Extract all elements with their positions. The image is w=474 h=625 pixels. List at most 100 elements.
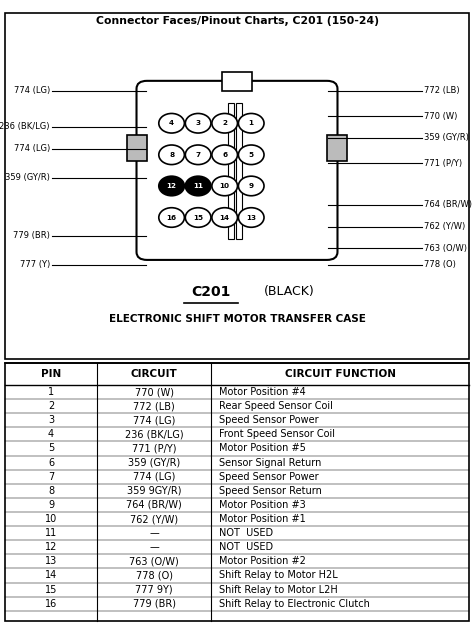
Text: 3: 3 [196, 120, 201, 126]
Text: —: — [149, 528, 159, 538]
Circle shape [212, 145, 237, 164]
Text: Shift Relay to Electronic Clutch: Shift Relay to Electronic Clutch [219, 599, 370, 609]
Text: 12: 12 [166, 183, 177, 189]
Text: 3: 3 [48, 415, 54, 425]
Text: 774 (LG): 774 (LG) [14, 86, 50, 95]
Text: Shift Relay to Motor L2H: Shift Relay to Motor L2H [219, 584, 338, 594]
Text: 14: 14 [45, 571, 57, 581]
Text: Shift Relay to Motor H2L: Shift Relay to Motor H2L [219, 571, 338, 581]
Text: 778 (O): 778 (O) [424, 260, 456, 269]
Text: 2: 2 [48, 401, 54, 411]
Text: 359 (GY/R): 359 (GY/R) [5, 173, 50, 182]
Text: 779 (BR): 779 (BR) [13, 231, 50, 240]
Circle shape [212, 176, 237, 196]
Text: Speed Sensor Power: Speed Sensor Power [219, 472, 319, 482]
Text: 236 (BK/LG): 236 (BK/LG) [0, 122, 50, 131]
Circle shape [159, 176, 184, 196]
Text: 5: 5 [249, 152, 254, 158]
Text: 762 (Y/W): 762 (Y/W) [424, 222, 465, 231]
Text: CIRCUIT: CIRCUIT [131, 369, 177, 379]
Text: Motor Position #4: Motor Position #4 [219, 387, 306, 397]
Circle shape [185, 176, 211, 196]
Circle shape [238, 208, 264, 227]
Text: 359 9GY/R): 359 9GY/R) [127, 486, 181, 496]
Text: 5: 5 [48, 444, 54, 454]
Text: 7: 7 [48, 472, 54, 482]
Text: Connector Faces/Pinout Charts, C201 (150-24): Connector Faces/Pinout Charts, C201 (150… [95, 16, 379, 26]
Circle shape [185, 145, 211, 164]
Text: 12: 12 [45, 542, 57, 552]
Text: 15: 15 [45, 584, 57, 594]
Text: 764 (BR/W): 764 (BR/W) [424, 200, 472, 209]
Text: 778 (O): 778 (O) [136, 571, 173, 581]
Text: 771 (P/Y): 771 (P/Y) [132, 444, 176, 454]
Text: NOT  USED: NOT USED [219, 542, 273, 552]
Text: 10: 10 [219, 183, 230, 189]
Bar [228, 102, 234, 239]
Text: 774 (LG): 774 (LG) [14, 144, 50, 153]
Text: (BLACK): (BLACK) [264, 285, 315, 298]
Text: 764 (BR/W): 764 (BR/W) [126, 500, 182, 510]
FancyBboxPatch shape [5, 363, 469, 621]
Text: 777 (Y): 777 (Y) [19, 260, 50, 269]
Text: 774 (LG): 774 (LG) [133, 472, 175, 482]
Text: Speed Sensor Power: Speed Sensor Power [219, 415, 319, 425]
Text: 4: 4 [169, 120, 174, 126]
Text: Motor Position #5: Motor Position #5 [219, 444, 306, 454]
Circle shape [238, 145, 264, 164]
Text: 359 (GY/R): 359 (GY/R) [424, 133, 469, 142]
Circle shape [159, 145, 184, 164]
FancyBboxPatch shape [5, 12, 469, 359]
Text: 10: 10 [45, 514, 57, 524]
Text: ELECTRONIC SHIFT MOTOR TRANSFER CASE: ELECTRONIC SHIFT MOTOR TRANSFER CASE [109, 314, 365, 324]
Text: 772 (LB): 772 (LB) [133, 401, 175, 411]
Text: 770 (W): 770 (W) [424, 111, 457, 121]
Text: 6: 6 [48, 458, 54, 468]
Text: 779 (BR): 779 (BR) [133, 599, 175, 609]
Text: 762 (Y/W): 762 (Y/W) [130, 514, 178, 524]
Text: NOT  USED: NOT USED [219, 528, 273, 538]
Bar [222, 72, 252, 91]
Text: Motor Position #1: Motor Position #1 [219, 514, 306, 524]
Text: Motor Position #3: Motor Position #3 [219, 500, 306, 510]
Circle shape [185, 208, 211, 227]
Text: 6: 6 [222, 152, 227, 158]
Text: 7: 7 [196, 152, 201, 158]
Text: PIN: PIN [41, 369, 61, 379]
Text: 8: 8 [48, 486, 54, 496]
Text: 771 (P/Y): 771 (P/Y) [424, 159, 462, 168]
Text: Front Speed Sensor Coil: Front Speed Sensor Coil [219, 429, 336, 439]
Text: 2: 2 [222, 120, 227, 126]
Text: 11: 11 [45, 528, 57, 538]
Text: Speed Sensor Return: Speed Sensor Return [219, 486, 322, 496]
Text: C201: C201 [191, 285, 231, 299]
Text: 14: 14 [219, 214, 230, 221]
Text: 1: 1 [249, 120, 254, 126]
Text: Motor Position #2: Motor Position #2 [219, 556, 306, 566]
Text: 16: 16 [166, 214, 177, 221]
Text: 9: 9 [48, 500, 54, 510]
Text: 1: 1 [48, 387, 54, 397]
Bar [236, 102, 242, 239]
Circle shape [185, 114, 211, 133]
Text: Sensor Signal Return: Sensor Signal Return [219, 458, 322, 468]
Circle shape [212, 114, 237, 133]
Text: 236 (BK/LG): 236 (BK/LG) [125, 429, 183, 439]
Text: 16: 16 [45, 599, 57, 609]
Circle shape [212, 208, 237, 227]
Circle shape [238, 176, 264, 196]
Text: CIRCUIT FUNCTION: CIRCUIT FUNCTION [284, 369, 396, 379]
Text: 763 (O/W): 763 (O/W) [424, 244, 467, 252]
Circle shape [238, 114, 264, 133]
FancyBboxPatch shape [137, 81, 337, 260]
Text: 13: 13 [45, 556, 57, 566]
Text: Rear Speed Sensor Coil: Rear Speed Sensor Coil [219, 401, 333, 411]
Text: 15: 15 [193, 214, 203, 221]
Text: 774 (LG): 774 (LG) [133, 415, 175, 425]
Bar [127, 135, 147, 161]
Circle shape [159, 114, 184, 133]
Text: 359 (GY/R): 359 (GY/R) [128, 458, 180, 468]
Text: 777 9Y): 777 9Y) [135, 584, 173, 594]
Text: 11: 11 [193, 183, 203, 189]
Text: 4: 4 [48, 429, 54, 439]
